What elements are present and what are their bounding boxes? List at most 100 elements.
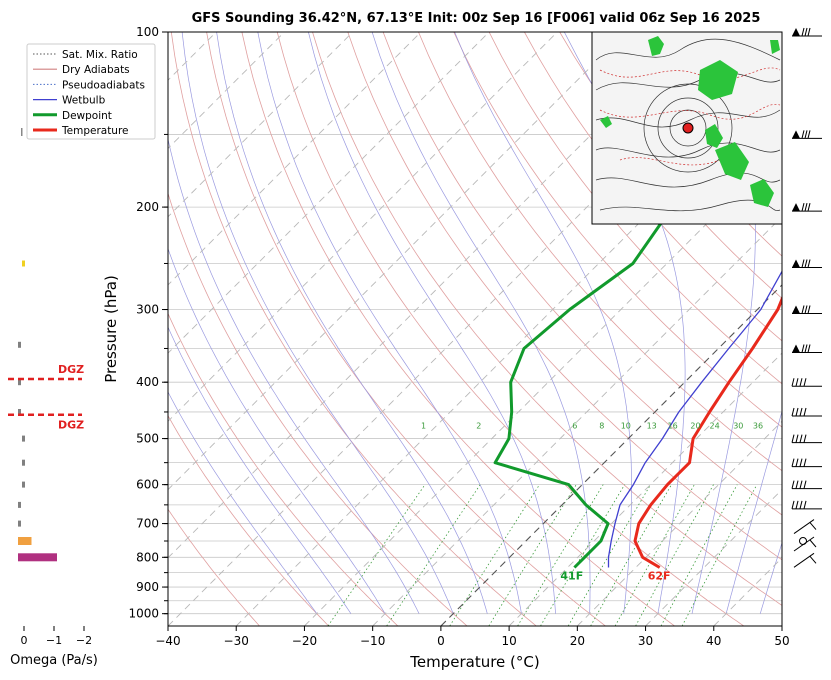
x-tick-label: −10 xyxy=(360,634,385,648)
inset-red-contours xyxy=(599,67,781,166)
omega-bar xyxy=(22,481,25,488)
isotherm-line xyxy=(168,32,354,218)
barb-feather xyxy=(799,407,803,417)
pseudoadiabat xyxy=(691,32,756,614)
barb-feather xyxy=(804,344,808,353)
wind-barb xyxy=(791,458,822,468)
y-tick-label: 600 xyxy=(136,478,159,492)
wind-barb xyxy=(792,202,822,212)
wind-barb xyxy=(792,259,822,268)
omega-bar xyxy=(18,520,21,527)
mixing-ratio-line xyxy=(614,484,695,626)
y-tick-label: 500 xyxy=(136,432,159,446)
inset-green-areas xyxy=(600,36,780,207)
legend: Sat. Mix. Ratio Dry Adiabats Pseudoadiabat… xyxy=(26,43,156,140)
barb-feather xyxy=(803,500,807,509)
omega-bar xyxy=(18,553,57,562)
barb-feather xyxy=(807,305,811,314)
barb-feather xyxy=(801,27,805,37)
mixing-ratio-line xyxy=(635,484,714,626)
barb-feather xyxy=(795,378,799,387)
barb-pennant xyxy=(792,259,800,268)
dry-adiabat xyxy=(807,32,831,626)
dry-adiabat xyxy=(347,32,782,561)
wind-barb xyxy=(791,480,822,490)
isotherm-line xyxy=(304,147,782,626)
pseudoadiabat xyxy=(371,32,591,614)
legend-label: Sat. Mix. Ratio xyxy=(62,49,138,61)
barb-feather xyxy=(803,480,807,489)
barb-feather xyxy=(807,344,811,353)
dry-adiabat xyxy=(241,32,675,626)
wind-barb xyxy=(791,378,822,387)
dry-adiabat xyxy=(418,32,782,472)
y-tick-label: 700 xyxy=(136,517,159,531)
legend-label: Temperature xyxy=(61,125,129,137)
barb-feather xyxy=(804,305,808,314)
isotherm-line xyxy=(168,32,558,422)
barb-feather xyxy=(791,500,795,509)
dry-adiabat xyxy=(168,192,468,626)
wind-barb xyxy=(792,344,822,353)
pseudoadiabat xyxy=(168,391,318,614)
x-tick-label: 40 xyxy=(706,634,721,648)
barb-feather xyxy=(804,259,808,268)
dry-adiabat xyxy=(170,32,537,626)
dry-adiabat xyxy=(559,32,782,299)
barb-feather xyxy=(804,130,808,139)
barb-feather xyxy=(809,522,817,530)
x-tick-label: 0 xyxy=(437,634,445,648)
legend-label: Wetbulb xyxy=(62,95,106,107)
dry-adiabat xyxy=(312,32,782,606)
legend-label: Dry Adiabats xyxy=(62,64,130,76)
wind-barb xyxy=(792,130,822,139)
legend-label: Pseudoadiabats xyxy=(62,79,145,91)
barb-feather xyxy=(799,480,803,489)
wind-barb xyxy=(791,407,822,417)
y-axis-label: Pressure (hPa) xyxy=(102,275,120,383)
omega-tick-label: 0 xyxy=(21,634,28,647)
y-tick-label: 100 xyxy=(136,25,159,39)
barb-feather xyxy=(791,480,795,489)
pseudoadiabat xyxy=(759,541,782,614)
mixing-ratio-label: 16 xyxy=(668,421,678,430)
barb-feather xyxy=(807,27,811,37)
dry-adiabat xyxy=(206,32,606,626)
barb-feather xyxy=(799,500,803,509)
barb-feather xyxy=(807,202,811,212)
plot-frame xyxy=(167,31,783,627)
wind-barb xyxy=(792,305,822,315)
isotherm-line xyxy=(372,216,782,626)
barb-feather xyxy=(801,130,805,139)
pseudoadiabat xyxy=(454,32,632,614)
pseudoadiabat xyxy=(725,409,782,614)
barb-feather xyxy=(795,434,799,443)
dry-adiabat xyxy=(276,32,745,626)
wind-barb xyxy=(793,552,817,568)
mixing-ratio-label: 30 xyxy=(733,421,743,430)
omega-panel: 0 −1 −2 Omega (Pa/s) DGZ DGZ xyxy=(8,128,98,668)
pseudoadiabat xyxy=(168,137,420,614)
temperature-line xyxy=(633,295,782,569)
barb-feather xyxy=(795,480,799,489)
mixing-ratio-label: 20 xyxy=(690,421,700,430)
mixing-ratio-label: 24 xyxy=(710,421,720,430)
y-tick-label: 900 xyxy=(136,580,159,594)
isotherm-line xyxy=(168,32,626,491)
omega-bar xyxy=(22,435,25,442)
mixing-ratio-label: 6 xyxy=(572,421,577,430)
omega-tick-label: −2 xyxy=(76,634,92,647)
omega-marker xyxy=(21,128,23,136)
mixing-ratio-line xyxy=(681,484,758,626)
legend-label: Dewpoint xyxy=(62,110,112,122)
wetbulb-line xyxy=(607,270,782,568)
barb-feather xyxy=(804,27,808,37)
barb-feather xyxy=(807,259,811,268)
chart-labels: 1 2 6 8 10 13 16 20 24 30 36 62F 41F −40 −30 −20 −10 0 10 2… xyxy=(102,11,790,671)
mixing-ratio-line xyxy=(660,484,738,626)
dry-adiabat xyxy=(453,32,782,428)
dry-adiabat xyxy=(168,414,329,626)
wind-barb xyxy=(792,27,822,37)
x-tick-label: 50 xyxy=(774,634,789,648)
dewpoint-surface-label: 41F xyxy=(560,570,583,583)
